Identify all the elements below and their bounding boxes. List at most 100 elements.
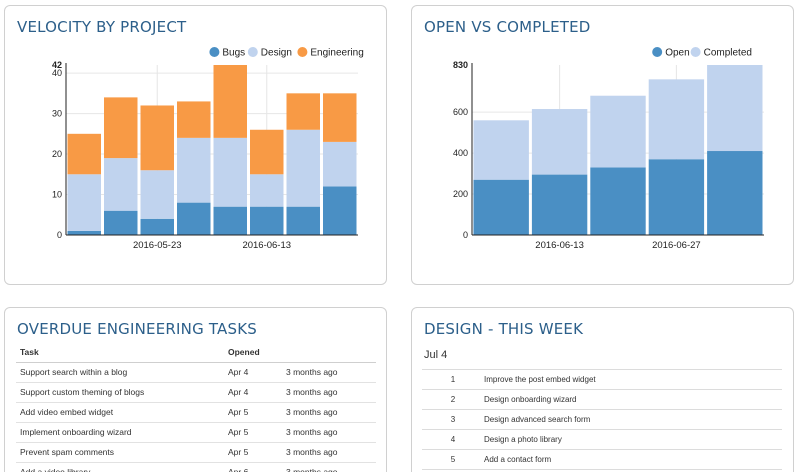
bar-segment[interactable] [707, 151, 763, 235]
list-item[interactable]: 1 Improve the post embed widget [422, 369, 782, 390]
legend[interactable]: Bugs Design Engineering [209, 47, 364, 59]
item-number: 2 [422, 389, 484, 410]
bar-segment[interactable] [213, 206, 248, 235]
bar-segment[interactable] [286, 93, 321, 130]
legend-item[interactable]: Engineering [297, 47, 364, 59]
bar-segment[interactable] [213, 137, 248, 207]
bar-segment[interactable] [104, 97, 138, 159]
y-max-label: 830 [453, 60, 468, 70]
legend-swatch [297, 47, 308, 57]
x-tick-label: 2016-06-13 [535, 240, 584, 251]
y-tick-label: 0 [463, 230, 468, 240]
legend-item[interactable]: Bugs [209, 47, 245, 59]
column-header-task: Task [16, 342, 224, 363]
bar-segment[interactable] [286, 206, 321, 235]
task-name[interactable]: Implement onboarding wizard [16, 422, 224, 443]
y-max-label: 42 [52, 60, 62, 70]
bar-segment[interactable] [177, 202, 211, 235]
column-header-ago [282, 342, 376, 363]
bar-segment[interactable] [590, 95, 646, 168]
y-tick-label: 40 [52, 68, 62, 78]
task-opened: Apr 4 [224, 362, 282, 383]
task-opened: Apr 6 [224, 462, 282, 472]
bar-segment[interactable] [531, 109, 588, 175]
bar-segment[interactable] [250, 129, 284, 175]
task-opened: Apr 5 [224, 422, 282, 443]
velocity-panel: VELOCITY BY PROJECT Bugs Design Engineerin… [4, 5, 387, 285]
item-text[interactable]: Design onboarding wizard [484, 389, 782, 410]
task-name[interactable]: Support custom theming of blogs [16, 382, 224, 403]
y-tick-label: 0 [57, 230, 62, 240]
panel-title: OVERDUE ENGINEERING TASKS [17, 320, 257, 338]
bar-segment[interactable] [286, 129, 321, 207]
bar-segment[interactable] [67, 133, 102, 175]
task-opened: Apr 5 [224, 402, 282, 423]
list-item[interactable]: 4 Design a photo library [422, 429, 782, 450]
table-row[interactable]: Add video embed widget Apr 5 3 months ag… [16, 402, 376, 423]
task-name[interactable]: Support search within a blog [16, 362, 224, 383]
y-tick-label: 200 [453, 189, 468, 199]
bar-segment[interactable] [648, 159, 705, 235]
table-row[interactable]: Prevent spam comments Apr 5 3 months ago [16, 442, 376, 463]
table-row[interactable]: Support search within a blog Apr 4 3 mon… [16, 362, 376, 383]
bar-segment[interactable] [140, 105, 175, 171]
legend-swatch [652, 47, 663, 57]
list-item[interactable]: 5 Add a contact form [422, 449, 782, 470]
legend[interactable]: Open Completed [652, 47, 752, 59]
item-number: 5 [422, 449, 484, 470]
legend-label: Design [261, 48, 292, 59]
bar-segment[interactable] [213, 65, 248, 138]
bar-segment[interactable] [250, 174, 284, 207]
task-opened: Apr 4 [224, 382, 282, 403]
bar-segment[interactable] [67, 174, 102, 231]
item-text[interactable]: Design advanced search form [484, 409, 782, 430]
item-text[interactable]: Improve the post embed widget [484, 369, 782, 390]
item-text[interactable]: Design a photo library [484, 429, 782, 450]
legend-label: Completed [704, 48, 752, 59]
bar-segment[interactable] [323, 141, 357, 187]
task-name[interactable]: Add a video library [16, 462, 224, 472]
task-age: 3 months ago [282, 362, 376, 383]
open-vs-completed-chart: Open Completed 0 200 400 600 830 2016-06-13 2016… [453, 47, 764, 251]
legend-item[interactable]: Completed [690, 47, 752, 59]
task-name[interactable]: Prevent spam comments [16, 442, 224, 463]
bar-segment[interactable] [590, 167, 646, 235]
y-tick-label: 20 [52, 149, 62, 159]
bar-segment[interactable] [707, 65, 763, 152]
list-item[interactable]: 3 Design advanced search form [422, 409, 782, 430]
task-age: 3 months ago [282, 442, 376, 463]
bar-segment[interactable] [473, 120, 529, 180]
item-number: 1 [422, 369, 484, 390]
legend-label: Bugs [222, 48, 245, 59]
table-row[interactable]: Implement onboarding wizard Apr 5 3 mont… [16, 422, 376, 443]
table-row[interactable]: Support custom theming of blogs Apr 4 3 … [16, 382, 376, 403]
overdue-tasks-table: Task Opened Support search within a blog… [16, 342, 376, 472]
bar-segment[interactable] [531, 174, 588, 235]
legend-swatch [209, 47, 220, 57]
bar-segment[interactable] [473, 179, 529, 235]
task-age: 3 months ago [282, 382, 376, 403]
y-tick-label: 400 [453, 148, 468, 158]
x-tick-label: 2016-06-27 [652, 240, 701, 251]
bar-segment[interactable] [104, 210, 138, 235]
legend-swatch [690, 47, 701, 57]
legend-item[interactable]: Open [652, 47, 690, 59]
item-text[interactable]: Add a contact form [484, 449, 782, 470]
bar-segment[interactable] [323, 186, 357, 235]
bar-segment[interactable] [250, 206, 284, 235]
bar-segment[interactable] [67, 230, 102, 235]
table-row[interactable]: Add a video library Apr 6 3 months ago [16, 462, 376, 472]
legend-item[interactable]: Design [247, 47, 292, 59]
item-number: 3 [422, 409, 484, 430]
open-vs-completed-panel: OPEN VS COMPLETED Open Completed 0 200 400 60… [411, 5, 794, 285]
bar-segment[interactable] [177, 137, 211, 203]
bar-segment[interactable] [648, 79, 705, 160]
bar-segment[interactable] [140, 170, 175, 219]
task-name[interactable]: Add video embed widget [16, 402, 224, 423]
bar-segment[interactable] [177, 101, 211, 138]
bar-segment[interactable] [323, 93, 357, 142]
bar-segment[interactable] [140, 218, 175, 235]
bar-segment[interactable] [104, 158, 138, 211]
list-item[interactable]: 2 Design onboarding wizard [422, 389, 782, 410]
